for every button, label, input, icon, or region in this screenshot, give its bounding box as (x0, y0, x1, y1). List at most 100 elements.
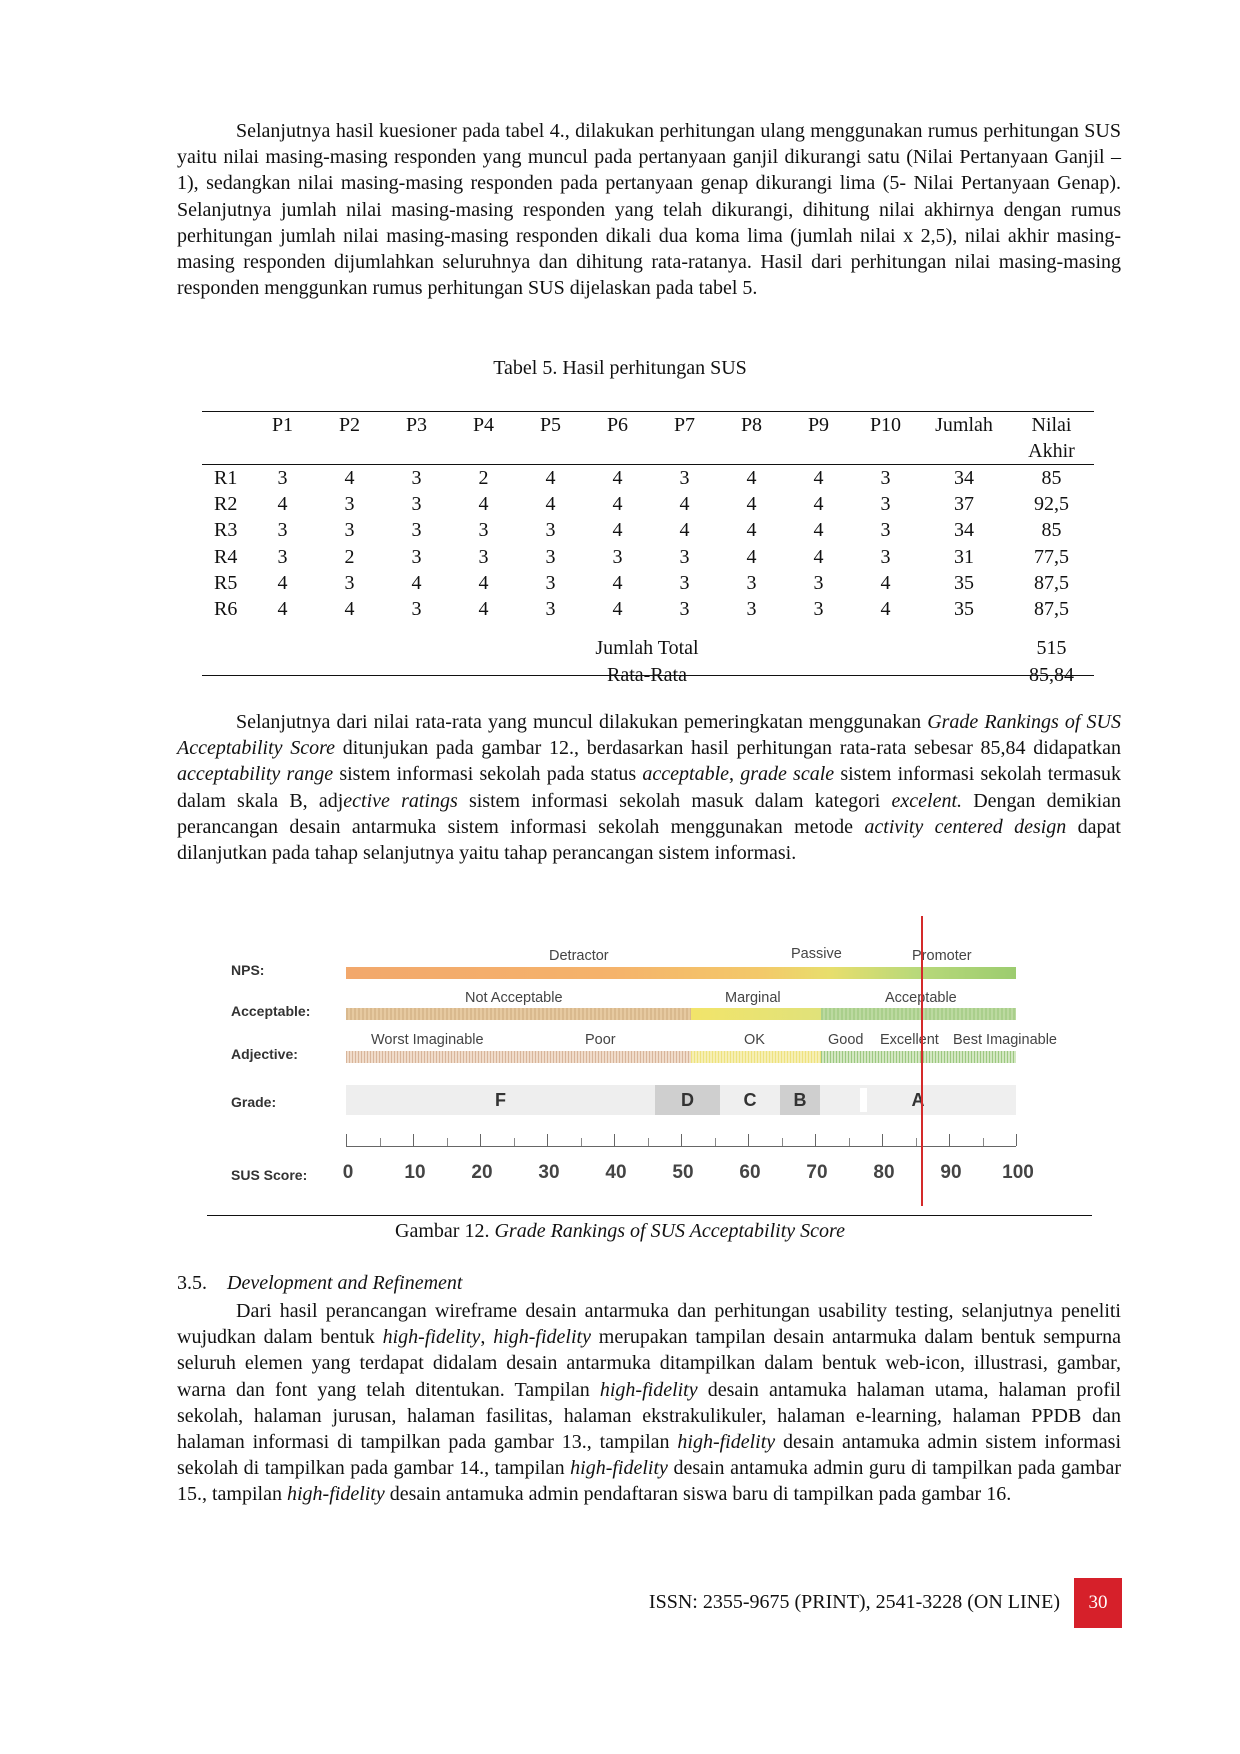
header-cell: P6 (606, 414, 629, 436)
table-cell: 3 (746, 598, 757, 621)
axis-minor-tick (580, 1138, 582, 1146)
table-cell: 3 (679, 571, 690, 594)
nps-detractor: Detractor (549, 948, 609, 964)
table-cell: 4 (746, 545, 757, 568)
table-cell: 87,5 (1034, 571, 1069, 594)
grade-label: Grade: (231, 1094, 277, 1110)
row-label: R4 (214, 545, 238, 568)
grade-c: C (720, 1085, 780, 1115)
table-cell: 4 (277, 493, 288, 516)
grade-d: D (655, 1085, 720, 1115)
footer-issn: ISSN: 2355-9675 (PRINT), 2541-3228 (ON L… (648, 1591, 1060, 1613)
axis-tick-label: 50 (672, 1162, 694, 1183)
table-cell: 34 (954, 519, 974, 542)
table-cell: 4 (679, 493, 690, 516)
total-label: Jumlah Total (595, 637, 699, 660)
header-cell: P1 (271, 414, 294, 436)
table-cell: 3 (478, 545, 489, 568)
paragraph-text: Dari hasil perancangan wireframe desain … (177, 1300, 1121, 1506)
row-label: R3 (214, 519, 238, 542)
adj-good: Good (828, 1032, 864, 1048)
page-number: 30 (1074, 1578, 1122, 1628)
adj-bar-high (821, 1051, 1016, 1063)
axis-tick-label: 10 (404, 1162, 426, 1183)
table-cell: 3 (746, 571, 757, 594)
grade-a: A (820, 1085, 1016, 1115)
adjective-label: Adjective: (231, 1046, 298, 1062)
table-cell: 2 (344, 545, 355, 568)
adj-ok: OK (744, 1032, 765, 1048)
axis-tick-label: 0 (342, 1162, 354, 1183)
table-cell: 3 (545, 519, 556, 542)
table-cell: 4 (612, 493, 623, 516)
paragraph-3: Dari hasil perancangan wireframe desain … (177, 1298, 1121, 1508)
table-cell: 4 (813, 493, 824, 516)
axis-major-tick (681, 1134, 682, 1146)
table-cell: 3 (813, 571, 824, 594)
table-cell: 4 (545, 493, 556, 516)
axis-tick-label: 80 (873, 1162, 895, 1183)
axis-major-tick (748, 1134, 749, 1146)
table-cell: 4 (612, 467, 623, 489)
header-cell: P10 (869, 414, 902, 436)
grade-f: F (346, 1085, 655, 1115)
table-cell: 3 (344, 519, 355, 542)
table-cell: 4 (612, 571, 623, 594)
table-cell: 3 (411, 519, 422, 542)
adj-excellent: Excellent (880, 1032, 939, 1048)
section-title: Development and Refinement (227, 1272, 463, 1294)
table-cell: 3 (880, 545, 891, 568)
sus-axis-line (346, 1146, 1016, 1147)
table-cell: 3 (880, 519, 891, 542)
table-cell: 3 (411, 493, 422, 516)
table-cell: 85 (1041, 519, 1062, 542)
table-row: R3 3 3 3 3 3 4 4 4 4 3 34 85 (202, 517, 1094, 543)
header-cell: P7 (673, 414, 696, 436)
table-cell: 4 (813, 519, 824, 542)
table-cell: 3 (277, 467, 288, 489)
total-row: Jumlah Total 515 (202, 622, 1094, 659)
axis-minor-tick (781, 1138, 783, 1146)
table-cell: 3 (277, 519, 288, 542)
axis-tick-label: 60 (739, 1162, 761, 1183)
nps-promoter: Promoter (912, 948, 972, 964)
grade-b: B (780, 1085, 820, 1115)
header-cell: P5 (539, 414, 562, 436)
table-cell: 3 (344, 571, 355, 594)
average-value: 85,84 (1029, 663, 1074, 686)
table-cell: 35 (954, 571, 974, 594)
row-label: R1 (214, 467, 238, 489)
nps-label: NPS: (231, 962, 265, 978)
table-cell: 77,5 (1034, 545, 1069, 568)
table-cell: 4 (478, 571, 489, 594)
table-cell: 4 (880, 598, 891, 621)
table-cell: 92,5 (1034, 493, 1069, 516)
average-label: Rata-Rata (607, 663, 687, 686)
table-cell: 4 (344, 467, 355, 489)
figure-caption: Gambar 12. Grade Rankings of SUS Accepta… (395, 1220, 845, 1242)
table-cell: 4 (612, 519, 623, 542)
table-cell: 3 (679, 545, 690, 568)
sus-result-table: P1 P2 P3 P4 P5 P6 P7 P8 P9 P10 Jumlah Ni… (202, 411, 1094, 686)
row-label: R6 (214, 598, 238, 621)
table-cell: 4 (679, 519, 690, 542)
table-cell: 4 (277, 571, 288, 594)
axis-tick-label: 20 (471, 1162, 493, 1183)
table-cell: 3 (411, 467, 422, 489)
table-cell: 37 (954, 493, 974, 516)
figure-rule (207, 1215, 1092, 1217)
total-value: 515 (1036, 637, 1067, 660)
sus-grade-figure: NPS: Acceptable: Adjective: Grade: SUS S… (207, 916, 1092, 1215)
table-row: R1 3 4 3 2 4 4 3 4 4 3 34 85 (202, 465, 1094, 492)
axis-minor-tick (379, 1138, 381, 1146)
table-cell: 4 (277, 598, 288, 621)
table-row: R5 4 3 4 4 3 4 3 3 3 4 35 87,5 (202, 570, 1094, 596)
acc-not-acceptable: Not Acceptable (465, 990, 563, 1006)
table-cell: 3 (813, 598, 824, 621)
axis-tick-label: 100 (1002, 1162, 1034, 1183)
table-cell: 4 (880, 571, 891, 594)
axis-minor-tick (848, 1138, 850, 1146)
table-cell: 3 (545, 598, 556, 621)
axis-major-tick (413, 1134, 414, 1146)
table-cell: 31 (954, 545, 974, 568)
